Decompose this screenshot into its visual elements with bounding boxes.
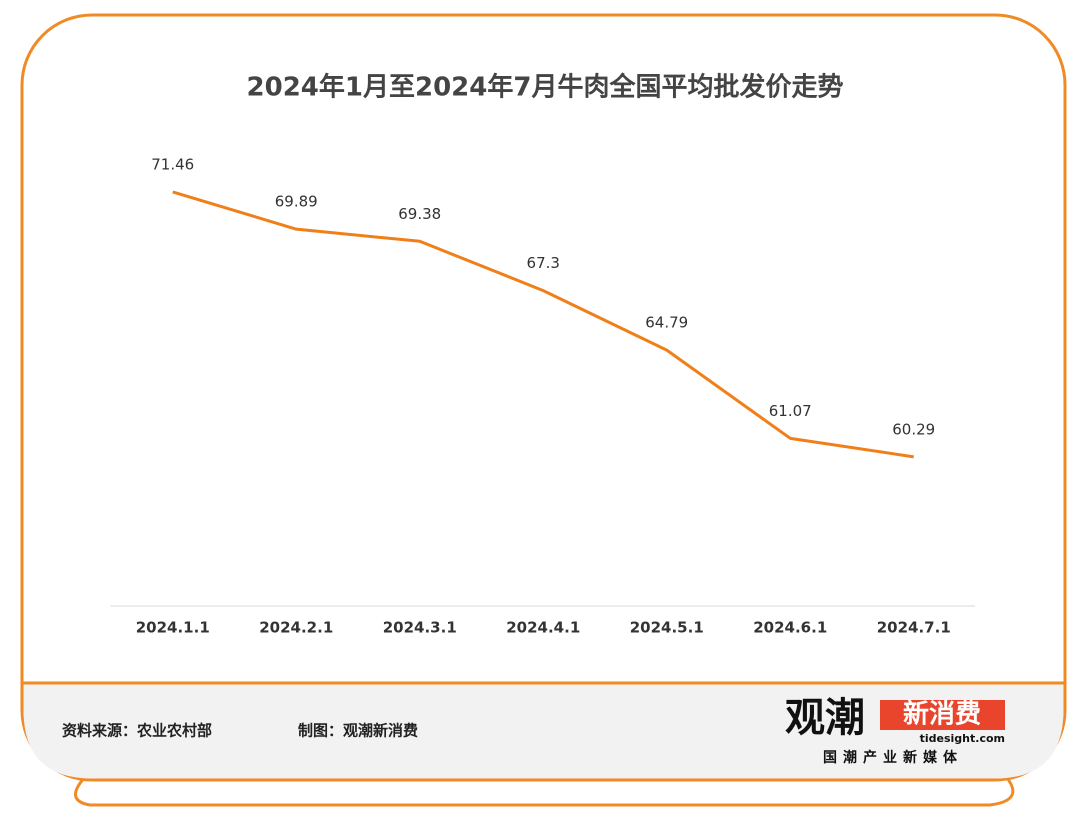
value-label: 71.46 xyxy=(151,155,194,173)
x-tick-label: 2024.3.1 xyxy=(383,619,457,637)
x-tick-label: 2024.6.1 xyxy=(753,619,827,637)
value-label: 61.07 xyxy=(769,402,812,420)
x-tick-label: 2024.1.1 xyxy=(136,619,210,637)
value-label: 60.29 xyxy=(892,420,935,438)
frame xyxy=(20,13,1067,782)
logo-tagline: 国潮产业新媒体 xyxy=(823,749,963,766)
logo-mark: 观潮 xyxy=(785,695,865,741)
value-label: 67.3 xyxy=(527,254,560,272)
logo-badge-box xyxy=(880,700,1005,730)
frame-shadow xyxy=(74,768,1015,807)
footer-band xyxy=(23,683,1064,779)
data-line xyxy=(172,190,914,459)
credit-note: 制图：观潮新消费 xyxy=(298,722,418,740)
value-label: 64.79 xyxy=(645,314,688,332)
logo-badge: 新消费 xyxy=(903,699,981,730)
source-note: 资料来源：农业农村部 xyxy=(62,722,212,740)
logo-domain: tidesight.com xyxy=(920,732,1005,745)
value-label: 69.38 xyxy=(398,205,441,223)
chart-title: 2024年1月至2024年7月牛肉全国平均批发价走势 xyxy=(247,72,844,103)
x-tick-label: 2024.4.1 xyxy=(506,619,580,637)
x-tick-label: 2024.7.1 xyxy=(877,619,951,637)
x-tick-label: 2024.2.1 xyxy=(259,619,333,637)
value-label: 69.89 xyxy=(275,193,318,211)
x-tick-label: 2024.5.1 xyxy=(630,619,704,637)
